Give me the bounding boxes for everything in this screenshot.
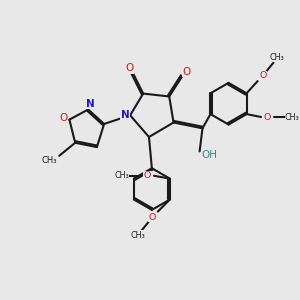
Text: O: O [144, 171, 151, 180]
Text: CH₃: CH₃ [131, 231, 146, 240]
Text: O: O [149, 213, 156, 222]
Text: N: N [86, 99, 95, 109]
Text: OH: OH [202, 150, 218, 160]
Text: O: O [182, 67, 191, 77]
Text: CH₃: CH₃ [285, 112, 300, 122]
Text: N: N [121, 110, 129, 120]
Text: CH₃: CH₃ [270, 53, 284, 62]
Text: O: O [264, 112, 271, 122]
Text: O: O [259, 71, 266, 80]
Text: O: O [125, 63, 134, 73]
Text: CH₃: CH₃ [41, 157, 57, 166]
Text: CH₃: CH₃ [114, 171, 129, 180]
Text: O: O [59, 113, 67, 123]
